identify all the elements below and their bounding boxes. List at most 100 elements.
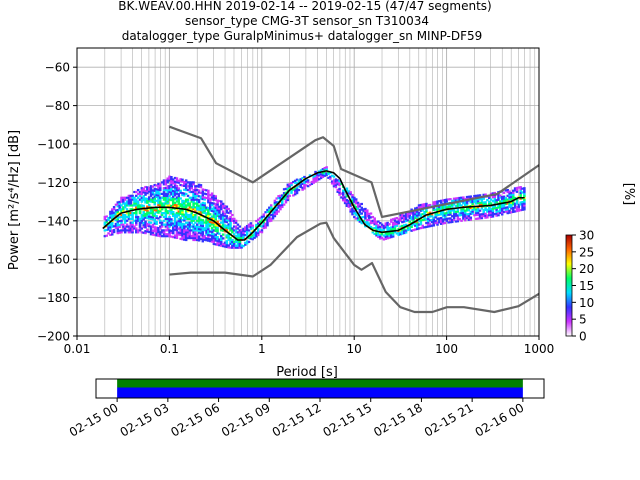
psd-cell — [184, 181, 188, 184]
psd-cell — [467, 216, 471, 219]
psd-cell — [487, 212, 491, 215]
psd-cell — [171, 205, 175, 208]
psd-cell — [109, 212, 112, 215]
psd-cell — [275, 201, 278, 204]
psd-cell — [190, 212, 193, 215]
psd-cell — [197, 189, 201, 192]
psd-cell — [327, 176, 330, 179]
psd-cell — [327, 172, 330, 176]
psd-cell — [164, 179, 168, 182]
psd-cell — [199, 207, 203, 210]
psd-cell — [493, 191, 497, 195]
psd-cell — [175, 229, 179, 232]
psd-cell — [138, 206, 142, 209]
psd-cell — [122, 229, 125, 232]
psd-cell — [279, 206, 282, 209]
psd-cell — [138, 194, 142, 197]
psd-cell — [414, 211, 417, 214]
psd-cell — [286, 197, 290, 200]
psd-cell — [107, 232, 110, 235]
psd-cell — [231, 219, 234, 222]
psd-cell — [397, 218, 400, 221]
psd-cell — [118, 204, 121, 207]
psd-cell — [500, 205, 504, 208]
psd-cell — [162, 212, 166, 215]
psd-cell — [125, 225, 129, 228]
psd-cell — [293, 193, 297, 196]
psd-cell — [390, 236, 393, 239]
psd-cell — [236, 242, 240, 245]
psd-cell — [157, 184, 160, 187]
psd-cell — [192, 202, 195, 205]
psd-cell — [432, 201, 436, 204]
psd-cell — [467, 209, 471, 212]
psd-cell — [245, 232, 249, 235]
psd-cell — [523, 194, 526, 198]
psd-cell — [186, 213, 190, 217]
psd-cell — [105, 219, 108, 222]
psd-cell — [201, 188, 205, 191]
psd-cell — [271, 209, 275, 212]
psd-cell — [247, 225, 251, 228]
psd-cell — [207, 212, 210, 215]
psd-cell — [140, 227, 144, 230]
psd-cell — [519, 187, 522, 191]
psd-cell — [473, 200, 476, 203]
psd-cell — [112, 207, 116, 211]
psd-cell — [475, 217, 478, 220]
psd-cell — [412, 215, 415, 218]
psd-cell — [338, 183, 341, 187]
psd-cell — [434, 200, 437, 204]
psd-cell — [164, 229, 168, 232]
psd-cell — [186, 198, 190, 201]
psd-cell — [487, 208, 491, 211]
psd-cell — [247, 223, 251, 226]
psd-cell — [451, 205, 454, 208]
psd-cell — [375, 226, 378, 229]
psd-cell — [371, 231, 375, 234]
psd-cell — [159, 204, 162, 207]
psd-cell — [463, 217, 467, 220]
psd-cell — [127, 202, 131, 205]
psd-cell — [458, 214, 461, 217]
psd-cell — [194, 238, 197, 242]
psd-cell — [194, 215, 197, 219]
psd-cell — [201, 236, 205, 239]
psd-cell — [220, 238, 223, 242]
psd-cell — [436, 202, 439, 205]
psd-cell — [136, 204, 140, 207]
psd-cell — [140, 213, 144, 217]
psd-cell — [465, 215, 469, 218]
psd-cell — [120, 208, 123, 211]
psd-cell — [356, 219, 360, 222]
psd-cell — [513, 196, 517, 200]
psd-cell — [184, 204, 188, 207]
psd-cell — [142, 191, 145, 194]
psd-cell — [447, 217, 450, 220]
psd-cell — [234, 229, 238, 232]
psd-cell — [205, 225, 208, 228]
psd-cell — [452, 199, 456, 202]
psd-cell — [155, 207, 158, 210]
psd-cell — [469, 199, 473, 202]
psd-cell — [401, 221, 404, 224]
psd-cell — [441, 218, 445, 221]
psd-cell — [425, 221, 428, 225]
psd-cell — [186, 235, 190, 238]
y-tick-label: −140 — [37, 214, 70, 228]
psd-cell — [192, 236, 195, 240]
psd-cell — [414, 228, 417, 231]
psd-cell — [151, 218, 155, 221]
psd-cell — [166, 223, 169, 226]
psd-cell — [447, 204, 450, 207]
psd-cell — [205, 206, 208, 209]
psd-cell — [170, 183, 173, 186]
psd-cell — [513, 189, 517, 192]
psd-cell — [240, 234, 243, 238]
psd-cell — [517, 186, 521, 189]
psd-cell — [523, 204, 526, 207]
psd-cell — [460, 213, 463, 217]
psd-cell — [155, 192, 158, 195]
psd-cell — [175, 215, 179, 218]
